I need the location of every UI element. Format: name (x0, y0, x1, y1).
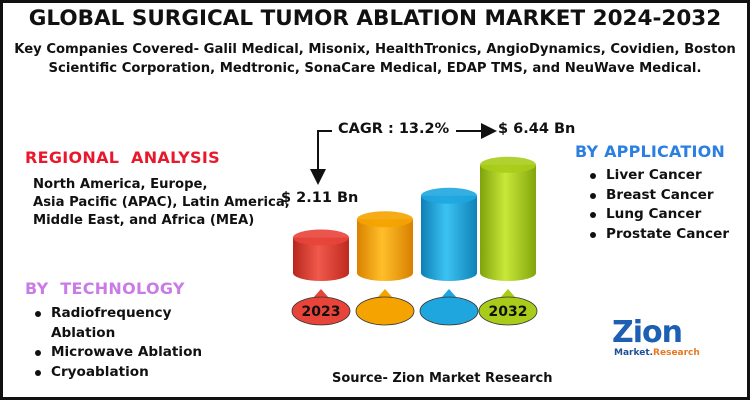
application-list: Liver Cancer Breast Cancer Lung Cancer P… (588, 166, 748, 244)
list-item: Microwave Ablation (33, 343, 233, 363)
tick-label-2023: 2023 (302, 304, 341, 320)
application-heading: BY APPLICATION (575, 142, 726, 161)
source-text: Source- Zion Market Research (332, 371, 553, 386)
tick-label-2032: 2032 (489, 304, 528, 320)
bar-2032 (480, 156, 536, 281)
logo-name: Zion (612, 315, 683, 350)
list-item: Cryoablation (33, 363, 233, 383)
technology-heading: BY TECHNOLOGY (25, 279, 185, 298)
year-marker (291, 289, 351, 326)
list-item: Prostate Cancer (588, 225, 748, 245)
list-item: Breast Cancer (588, 186, 748, 206)
bar-segment-2 (357, 211, 413, 281)
regional-analysis-text: North America, Europe, Asia Pacific (APA… (33, 177, 290, 228)
bar-2023 (293, 229, 349, 281)
bar-segment-3 (421, 187, 477, 281)
technology-list: Radiofrequency Ablation Microwave Ablati… (33, 304, 233, 382)
list-item: Lung Cancer (588, 205, 748, 225)
list-item: Liver Cancer (588, 166, 748, 186)
regional-analysis-heading: REGIONAL ANALYSIS (25, 148, 220, 167)
logo-subtitle: Market.Research (614, 348, 700, 358)
cagr-label: CAGR : 13.2% (338, 121, 450, 137)
key-companies-text: Key Companies Covered- Galil Medical, Mi… (14, 42, 736, 76)
year-marker (478, 289, 538, 326)
zion-logo: Zion Market.Research (612, 318, 702, 360)
year-marker (419, 289, 479, 326)
page-title: GLOBAL SURGICAL TUMOR ABLATION MARKET 20… (28, 6, 722, 31)
value-label-2023: $ 2.11 Bn (281, 190, 359, 206)
year-marker (355, 289, 415, 326)
value-label-2032: $ 6.44 Bn (498, 121, 576, 137)
list-item: Radiofrequency Ablation (33, 304, 233, 343)
cagr-connector-left (310, 130, 332, 185)
